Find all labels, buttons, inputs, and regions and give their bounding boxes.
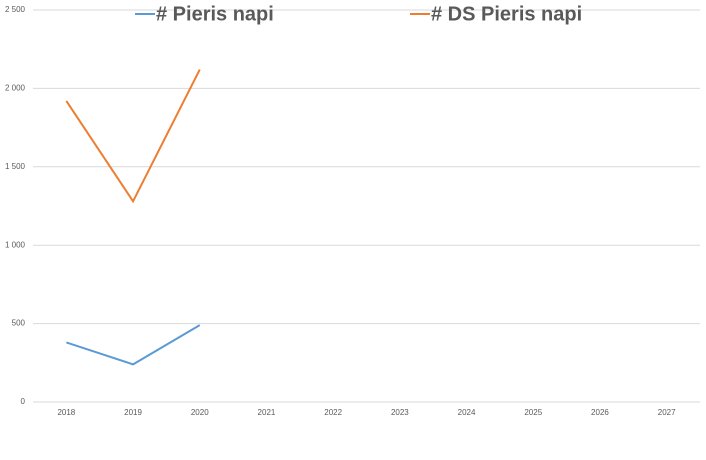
y-tick-label: 0 <box>21 397 26 406</box>
legend-label: # Pieris napi <box>156 3 274 25</box>
x-tick-label: 2026 <box>591 408 609 417</box>
x-tick-label: 2020 <box>191 408 209 417</box>
y-tick-label: 1 000 <box>5 240 26 249</box>
y-tick-label: 2 000 <box>5 84 26 93</box>
legend-label: # DS Pieris napi <box>431 3 582 25</box>
y-tick-label: 2 500 <box>5 5 26 14</box>
x-tick-label: 2021 <box>258 408 276 417</box>
x-tick-label: 2023 <box>391 408 409 417</box>
x-tick-label: 2025 <box>524 408 542 417</box>
line-series <box>65 69 201 204</box>
x-tick-label: 2022 <box>324 408 342 417</box>
x-tick-label: 2027 <box>658 408 676 417</box>
line-series <box>66 324 201 366</box>
x-tick-label: 2018 <box>57 408 75 417</box>
x-tick-label: 2024 <box>458 408 476 417</box>
y-tick-label: 1 500 <box>5 162 26 171</box>
x-tick-label: 2019 <box>124 408 142 417</box>
y-tick-label: 500 <box>12 319 26 328</box>
